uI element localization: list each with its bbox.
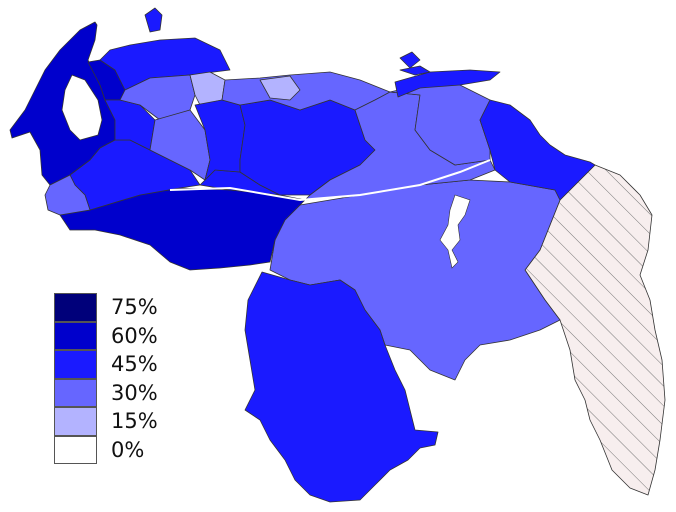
legend-label: 60%	[111, 323, 158, 348]
legend-item: 45%	[54, 350, 158, 379]
reservoir	[439, 194, 471, 269]
region-andes-3	[44, 174, 91, 216]
legend-item: 15%	[54, 407, 158, 436]
region-southwest-plains	[59, 187, 306, 271]
region-delta	[479, 99, 596, 201]
legend-item: 30%	[54, 378, 158, 407]
region-island	[399, 51, 431, 76]
region-capital	[259, 75, 301, 101]
legend: 75% 60% 45% 30% 15% 0%	[54, 293, 158, 464]
region-south	[244, 271, 439, 503]
river	[169, 159, 491, 202]
legend-label: 0%	[111, 437, 145, 462]
legend-item: 60%	[54, 321, 158, 350]
legend-swatch	[54, 321, 97, 350]
region-northeast	[394, 69, 501, 98]
legend-swatch	[54, 407, 97, 436]
region-island-west	[144, 7, 163, 33]
legend-label: 45%	[111, 352, 158, 377]
legend-label: 15%	[111, 409, 158, 434]
legend-label: 30%	[111, 380, 158, 405]
legend-swatch	[54, 378, 97, 407]
legend-label: 75%	[111, 295, 158, 320]
legend-item: 75%	[54, 293, 158, 322]
region-northwest	[99, 37, 231, 91]
legend-swatch	[54, 293, 97, 322]
legend-item: 0%	[54, 435, 158, 464]
legend-swatch	[54, 350, 97, 379]
legend-swatch	[54, 435, 97, 464]
